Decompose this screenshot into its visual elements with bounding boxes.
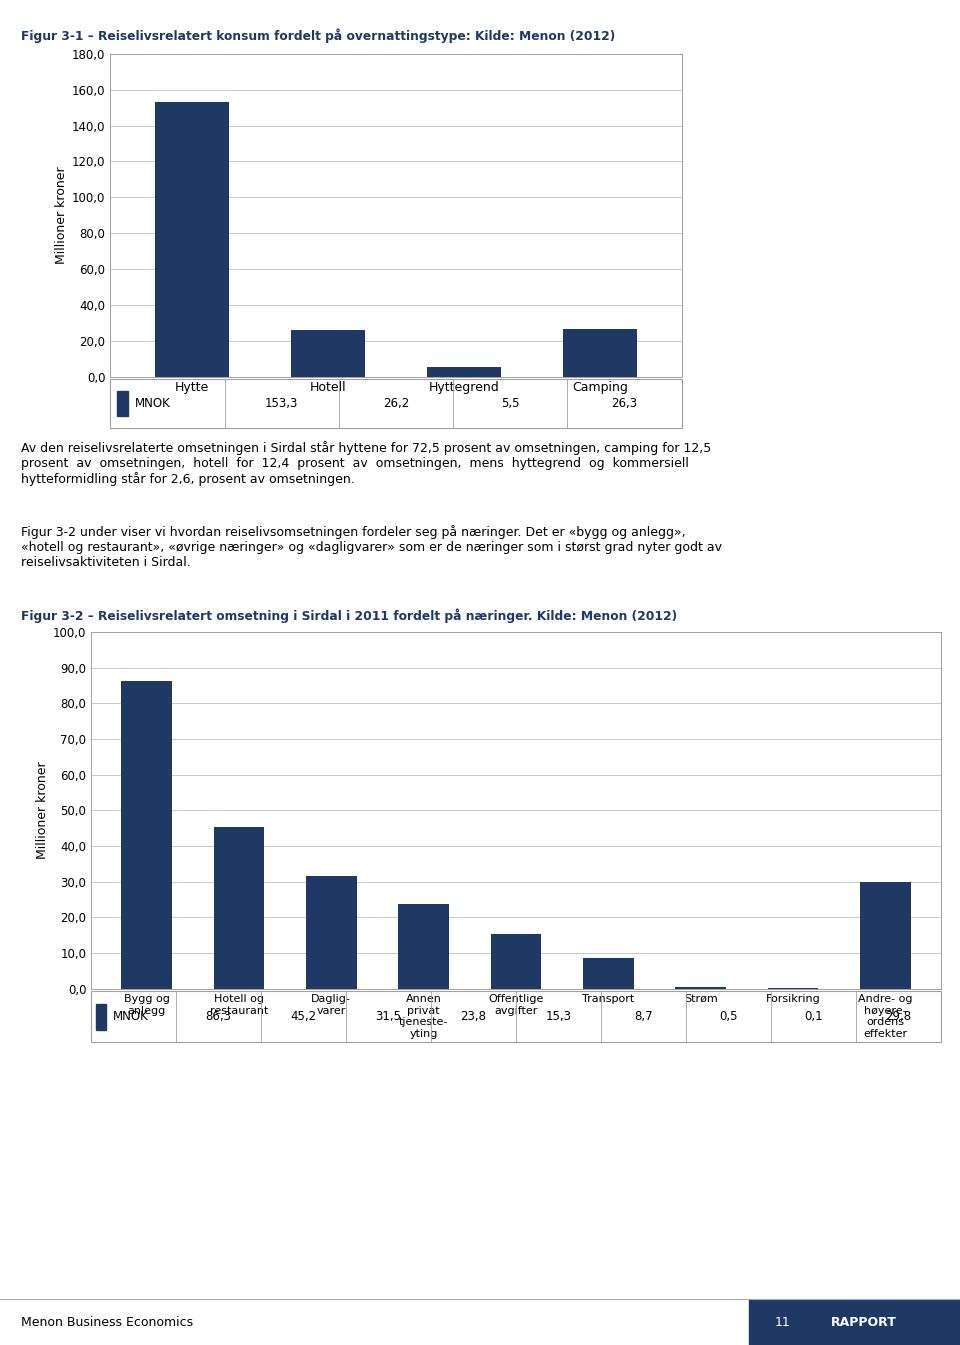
Text: MNOK: MNOK (134, 397, 170, 410)
Text: Figur 3-1 – Reiselivsrelatert konsum fordelt på overnattingstype: Kilde: Menon (: Figur 3-1 – Reiselivsrelatert konsum for… (21, 28, 615, 43)
Text: 86,3: 86,3 (205, 1010, 231, 1024)
Text: Av den reiselivsrelaterte omsetningen i Sirdal står hyttene for 72,5 prosent av : Av den reiselivsrelaterte omsetningen i … (21, 441, 711, 487)
Text: 26,3: 26,3 (612, 397, 637, 410)
Text: 153,3: 153,3 (265, 397, 299, 410)
Text: Figur 3-2 under viser vi hvordan reiselivsomsetningen fordeler seg på næringer. : Figur 3-2 under viser vi hvordan reiseli… (21, 525, 722, 569)
Text: 23,8: 23,8 (461, 1010, 487, 1024)
Y-axis label: Millioner kroner: Millioner kroner (36, 761, 49, 859)
Bar (675, 987, 726, 989)
Bar (491, 933, 541, 989)
Bar (860, 882, 911, 989)
Bar (306, 877, 357, 989)
Bar (583, 958, 634, 989)
Text: Figur 3-2 – Reiselivsrelatert omsetning i Sirdal i 2011 fordelt på næringer. Kil: Figur 3-2 – Reiselivsrelatert omsetning … (21, 608, 677, 623)
Text: 11: 11 (775, 1315, 790, 1329)
Text: 15,3: 15,3 (545, 1010, 571, 1024)
Bar (213, 827, 264, 989)
Bar (117, 391, 128, 416)
Bar (426, 367, 501, 377)
Bar (291, 330, 366, 377)
Text: 45,2: 45,2 (291, 1010, 317, 1024)
Text: 29,8: 29,8 (885, 1010, 911, 1024)
Text: 0,1: 0,1 (804, 1010, 823, 1024)
Text: 5,5: 5,5 (501, 397, 519, 410)
Text: 8,7: 8,7 (635, 1010, 653, 1024)
Text: MNOK: MNOK (113, 1010, 149, 1024)
Text: 26,2: 26,2 (383, 397, 409, 410)
Bar (563, 330, 637, 377)
Bar (398, 904, 449, 989)
Bar (749, 1299, 960, 1345)
Text: RAPPORT: RAPPORT (831, 1315, 897, 1329)
Text: 0,5: 0,5 (719, 1010, 737, 1024)
Y-axis label: Millioner kroner: Millioner kroner (55, 167, 68, 264)
Bar (121, 681, 172, 989)
Text: 31,5: 31,5 (375, 1010, 401, 1024)
Bar (155, 102, 229, 377)
Text: Menon Business Economics: Menon Business Economics (21, 1315, 193, 1329)
Bar (96, 1003, 107, 1030)
